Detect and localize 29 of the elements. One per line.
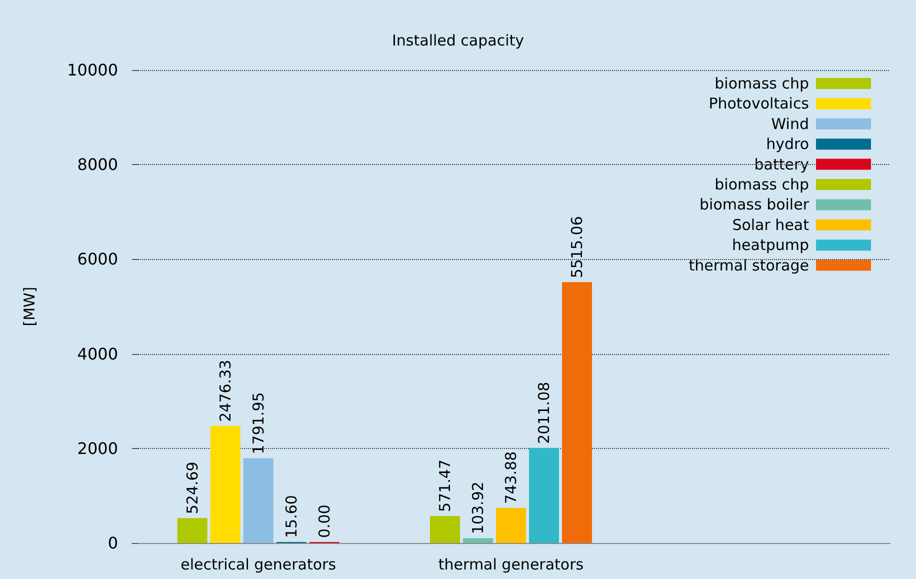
data-label: 2011.08 (535, 382, 553, 444)
data-label: 15.60 (282, 495, 300, 538)
y-tick-label: 4000 (77, 344, 118, 364)
legend-label: Photovoltaics (708, 94, 810, 113)
legend-label: Wind (771, 114, 809, 133)
y-tick-label: 0 (108, 534, 118, 552)
legend-label: thermal storage (688, 256, 809, 274)
data-label: 2476.33 (216, 360, 234, 422)
x-tick-label: electrical generators (180, 556, 336, 574)
y-tick-label: 8000 (77, 155, 118, 174)
data-label: 571.47 (436, 459, 454, 512)
y-axis-title: [MW] (20, 286, 38, 326)
data-label: 1791.95 (249, 392, 268, 454)
legend-label: Solar heat (732, 216, 810, 234)
data-label: 743.88 (502, 451, 520, 504)
data-label: 0.00 (315, 504, 334, 538)
x-tick-label: thermal generators (438, 556, 584, 574)
data-label: 5515.06 (568, 216, 586, 278)
y-tick-label: 10000 (67, 60, 118, 80)
legend-label: hydro (766, 135, 809, 154)
data-label: 103.92 (469, 482, 487, 534)
legend-label: biomass boiler (700, 196, 810, 214)
y-tick-label: 2000 (77, 438, 118, 458)
legend-label: biomass chp (714, 176, 809, 194)
data-label: 524.69 (183, 462, 202, 514)
chart-title: Installed capacity (392, 32, 524, 50)
legend-label: heatpump (732, 236, 809, 254)
legend-label: biomass chp (714, 74, 809, 92)
y-tick-label: 6000 (77, 250, 118, 269)
